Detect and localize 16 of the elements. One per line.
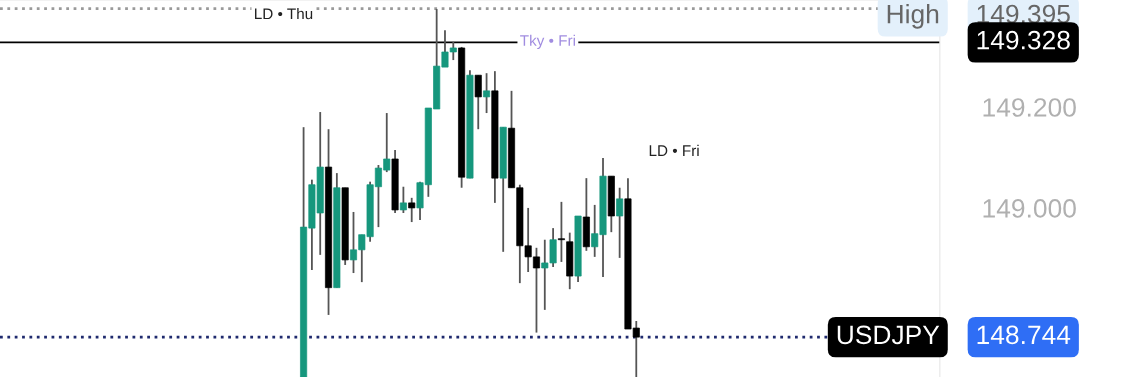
annotation: High — [887, 4, 939, 29]
ref-line-label: 148.744 — [977, 325, 1071, 345]
candlestick — [474, 74, 482, 131]
y-tick-label: 149.000 — [983, 199, 1076, 218]
candlestick — [557, 200, 565, 263]
annotation: USDJPY — [837, 325, 940, 345]
ref-line-label: 149.328 — [977, 30, 1070, 50]
annotation: Tky • Fri — [520, 34, 575, 49]
y-tick-label: 149.200 — [983, 98, 1076, 117]
candlestick — [616, 186, 624, 259]
candlestick — [399, 185, 407, 214]
ref-line-label: 149.395 — [977, 4, 1070, 24]
candlestick — [408, 196, 416, 223]
candlestick — [483, 72, 491, 114]
annotation: LD • Fri — [649, 144, 699, 156]
annotation: LD • Thu — [255, 7, 313, 20]
